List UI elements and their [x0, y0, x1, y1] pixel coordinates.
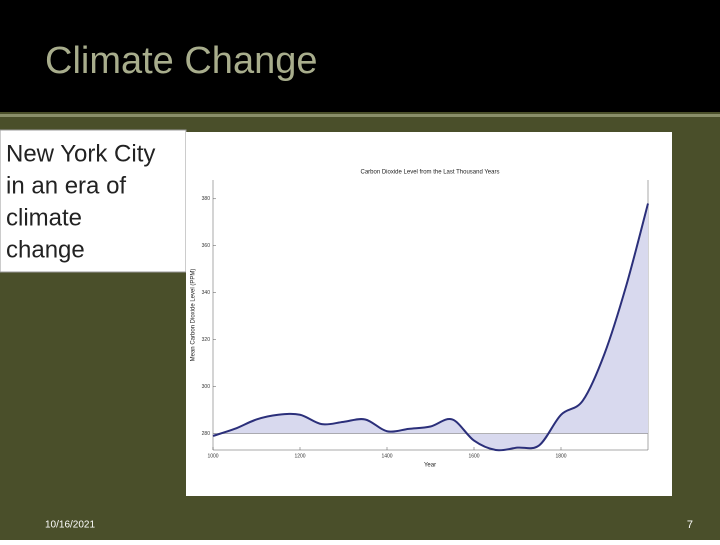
caption-line: climate: [6, 204, 82, 231]
page-number: 7: [687, 519, 693, 531]
y-tick-label: 340: [202, 290, 211, 296]
y-axis-label: Mean Carbon Dioxide Level (PPM): [191, 269, 197, 362]
line: [212, 203, 649, 452]
x-tick-label: 1200: [294, 453, 305, 459]
y-tick-label: 360: [202, 243, 211, 249]
header-band: [0, 0, 720, 112]
x-tick-label: 1400: [381, 453, 392, 459]
caption-line: New York City: [6, 140, 155, 167]
x-tick-label: 1600: [468, 453, 479, 459]
slide-date: 10/16/2021: [45, 520, 95, 531]
caption: New York City in an era of climate change: [6, 140, 155, 263]
y-tick-label: 320: [202, 337, 211, 343]
chart-box: [186, 132, 672, 496]
slide-title: Climate Change: [45, 40, 317, 82]
header-rule: [0, 114, 720, 117]
y-tick-label: 380: [202, 196, 211, 202]
x-tick-label: 1800: [555, 453, 566, 459]
y-tick-label: 300: [202, 384, 211, 390]
x-tick-label: 1000: [207, 453, 218, 459]
caption-line: change: [6, 236, 85, 263]
caption-line: in an era of: [6, 172, 126, 199]
caption-box: [0, 129, 187, 273]
x-axis-label: Year: [424, 463, 436, 469]
y-tick-label: 280: [202, 431, 211, 437]
chart-title: Carbon Dioxide Level from the Last Thous…: [361, 170, 500, 176]
area-fill: [213, 203, 648, 451]
